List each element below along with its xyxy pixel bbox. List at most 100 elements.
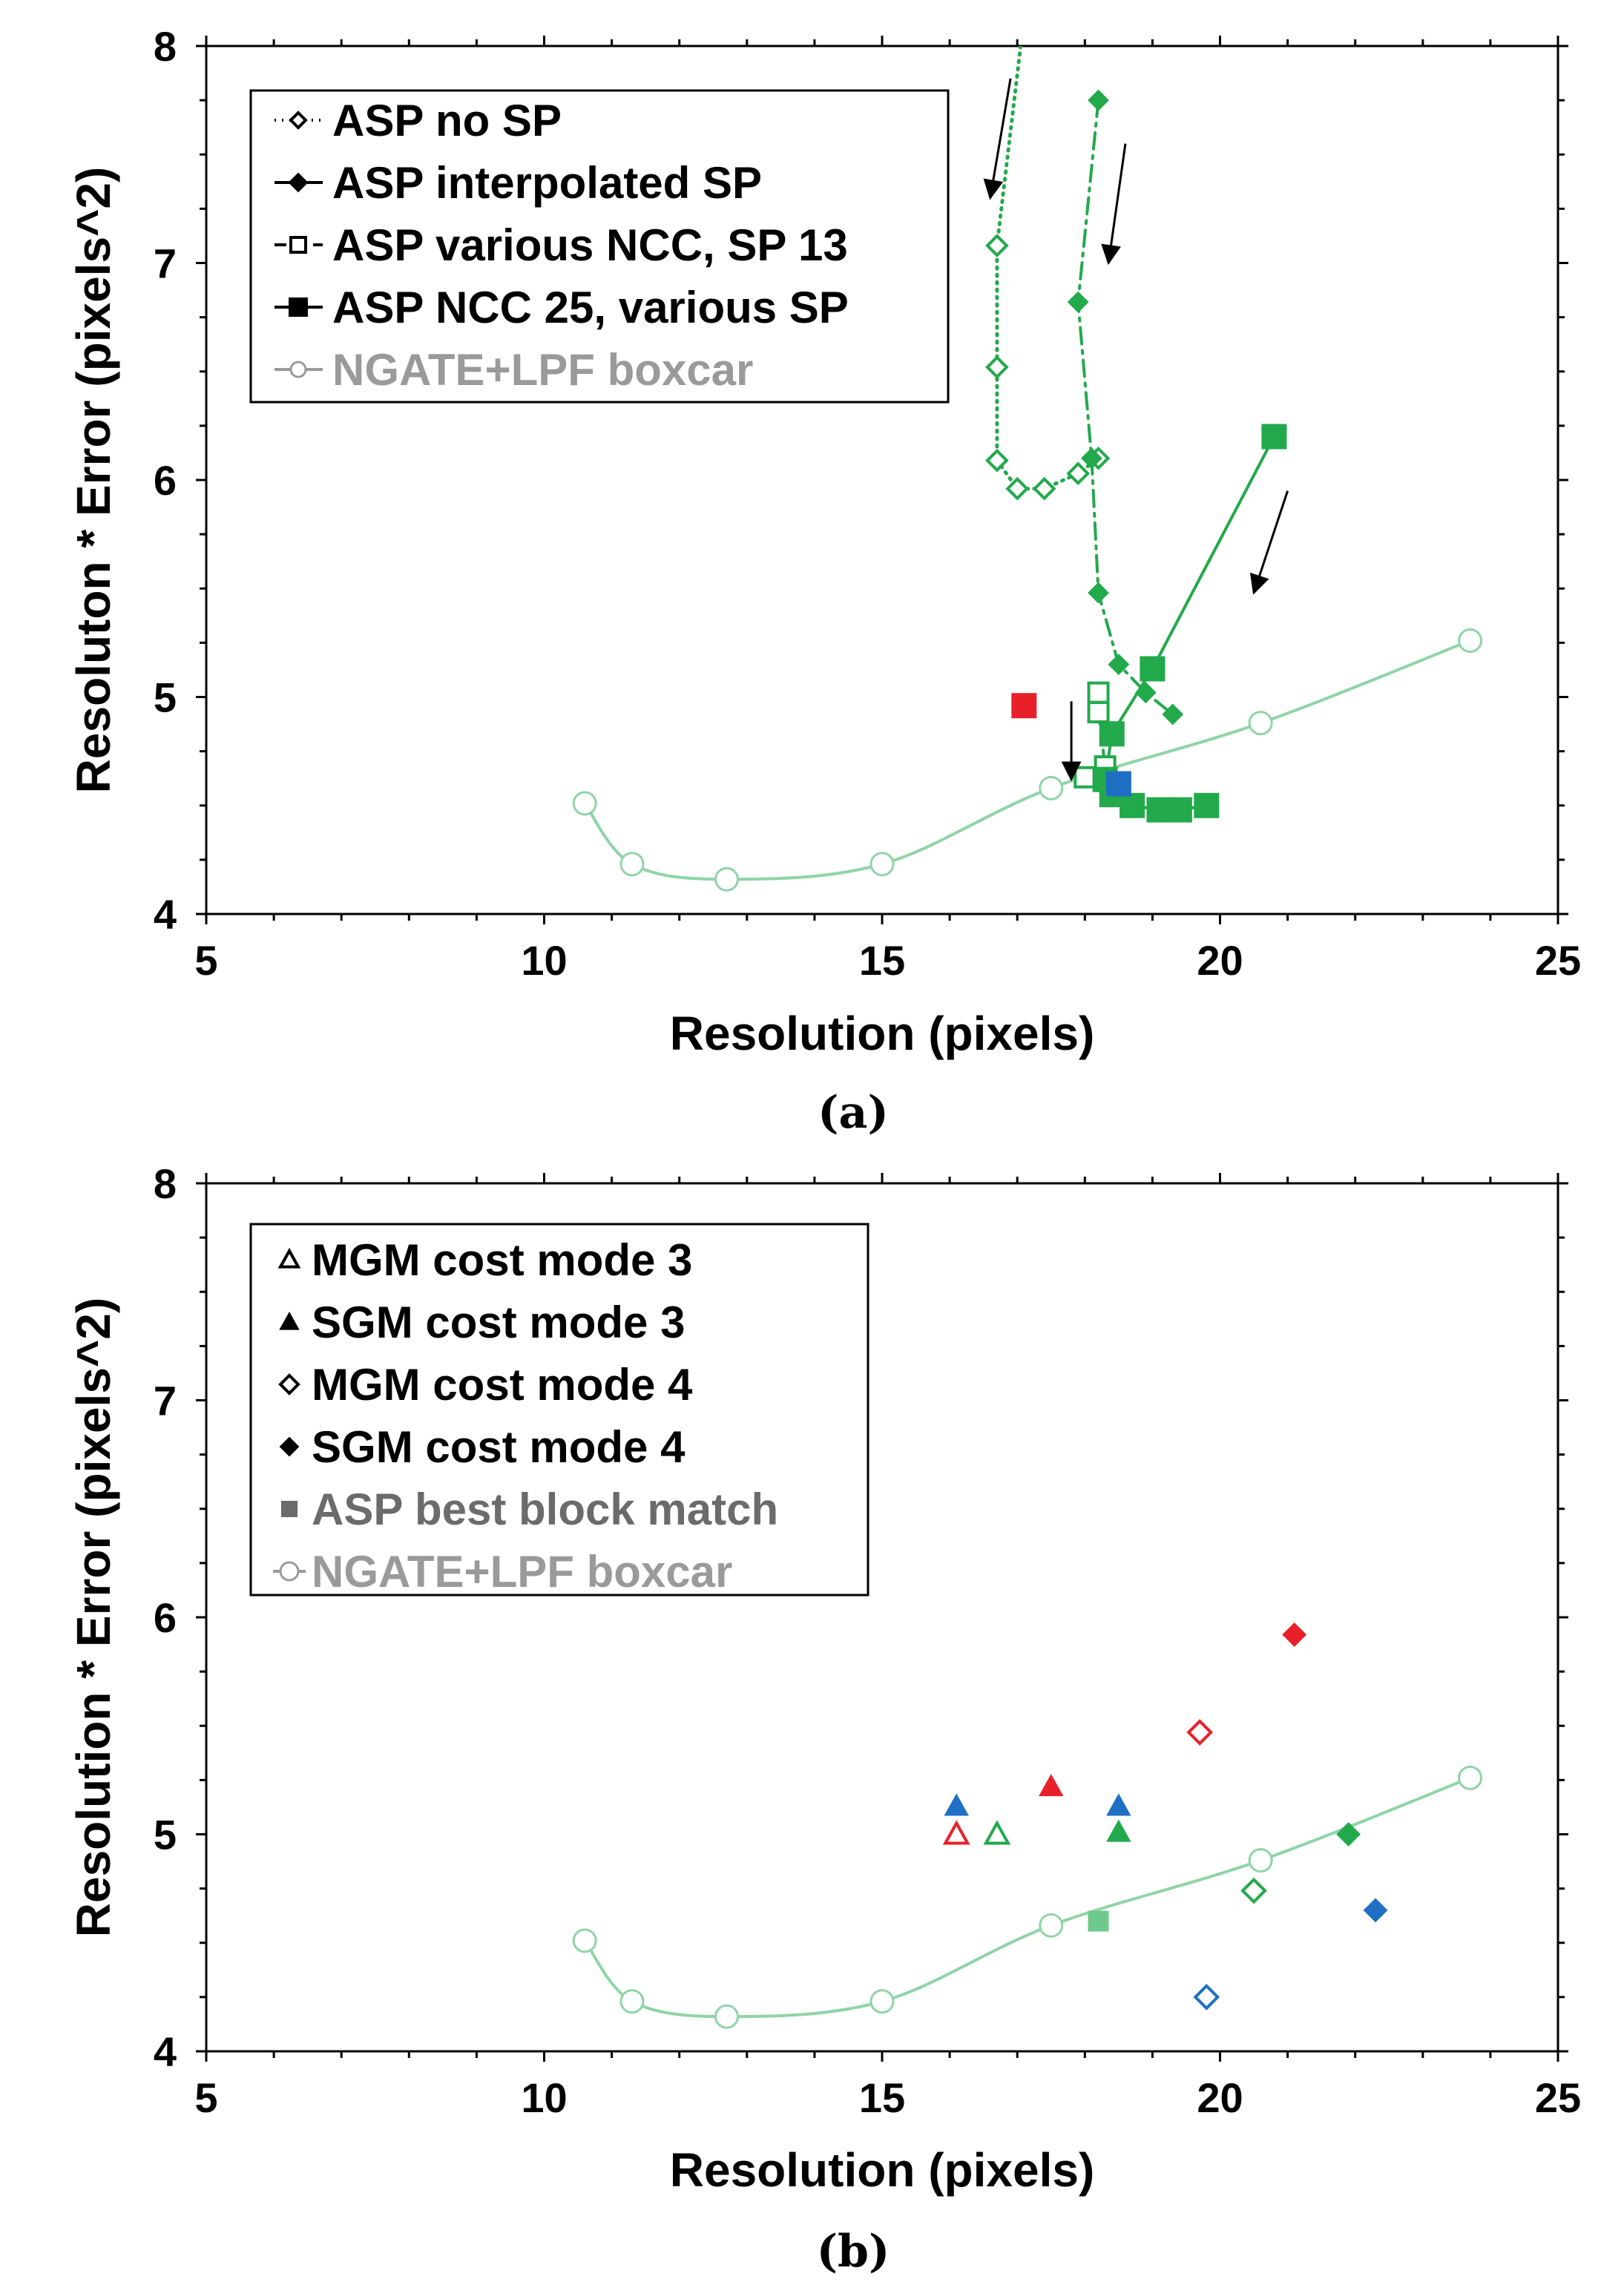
data-point bbox=[985, 355, 1009, 379]
data-point bbox=[1011, 693, 1037, 719]
data-point bbox=[1140, 656, 1166, 682]
legend-label: ASP interpolated SP bbox=[332, 158, 762, 208]
y-tick-label: 4 bbox=[154, 2028, 177, 2075]
legend-marker bbox=[289, 361, 307, 378]
data-point bbox=[1240, 1877, 1267, 1904]
data-point bbox=[1120, 792, 1145, 818]
data-point bbox=[1134, 682, 1157, 704]
legend-label: MGM cost mode 3 bbox=[312, 1235, 692, 1285]
data-point bbox=[985, 448, 1009, 473]
y-tick-label: 6 bbox=[154, 457, 177, 504]
ngate-point bbox=[1248, 711, 1273, 736]
y-tick-label: 5 bbox=[154, 1812, 177, 1858]
data-point bbox=[1106, 1793, 1131, 1816]
data-point bbox=[1087, 700, 1110, 723]
data-point bbox=[1088, 582, 1109, 604]
ngate-curve bbox=[583, 1776, 1471, 2019]
x-tick-label: 10 bbox=[521, 2074, 567, 2121]
x-tick-label: 15 bbox=[859, 2074, 905, 2121]
ngate-point bbox=[1039, 775, 1064, 800]
chart-b-y-axis-label: Resolution * Error (pixels^2) bbox=[67, 1298, 120, 1937]
y-tick-label: 6 bbox=[154, 1594, 177, 1641]
data-point bbox=[1261, 424, 1287, 450]
x-tick-label: 25 bbox=[1535, 2074, 1581, 2121]
data-point bbox=[1186, 1719, 1213, 1746]
legend-label: SGM cost mode 4 bbox=[312, 1422, 686, 1472]
data-point bbox=[1088, 1910, 1109, 1932]
data-point bbox=[1108, 654, 1130, 676]
data-point bbox=[1193, 1984, 1220, 2011]
data-point bbox=[1088, 89, 1109, 111]
data-point bbox=[1039, 1774, 1064, 1797]
data-point bbox=[1105, 771, 1131, 797]
legend-marker bbox=[278, 1373, 300, 1395]
data-point bbox=[1336, 1822, 1361, 1847]
legend-label: ASP best block match bbox=[312, 1485, 778, 1534]
chart-a-x-axis-label: Resolution (pixels) bbox=[670, 1007, 1095, 1060]
series-line bbox=[995, 46, 1101, 491]
legend-marker bbox=[281, 1501, 297, 1517]
legend-marker bbox=[288, 172, 309, 193]
data-point bbox=[1194, 792, 1220, 818]
data-point bbox=[1363, 1898, 1388, 1923]
legend-label: NGATE+LPF boxcar bbox=[332, 345, 753, 395]
x-tick-label: 5 bbox=[194, 937, 217, 984]
legend-marker bbox=[289, 236, 307, 254]
ngate-point bbox=[619, 1989, 645, 2014]
ngate-point bbox=[714, 867, 739, 892]
data-point bbox=[985, 234, 1009, 257]
data-point bbox=[942, 1820, 970, 1845]
y-tick-label: 4 bbox=[154, 891, 177, 938]
ngate-point bbox=[1458, 628, 1483, 653]
legend-marker bbox=[289, 111, 308, 130]
legend-label: ASP NCC 25, various SP bbox=[332, 283, 849, 332]
data-point bbox=[1087, 681, 1110, 704]
data-point bbox=[1106, 1819, 1131, 1842]
legend-label: ASP no SP bbox=[332, 96, 562, 145]
data-point bbox=[1066, 461, 1091, 486]
legend-marker bbox=[279, 1311, 300, 1330]
x-tick-label: 25 bbox=[1535, 937, 1581, 984]
data-point bbox=[1005, 476, 1030, 501]
y-tick-label: 5 bbox=[154, 674, 177, 721]
ngate-point bbox=[1248, 1848, 1273, 1873]
data-point bbox=[1282, 1622, 1307, 1647]
ngate-point bbox=[714, 2004, 739, 2029]
data-point bbox=[944, 1793, 969, 1816]
chart-b-legend: MGM cost mode 3 SGM cost mode 3 MGM cost m… bbox=[249, 1223, 869, 1597]
chart-a-caption: (a) bbox=[818, 1087, 889, 1139]
legend-marker bbox=[277, 1247, 301, 1269]
y-tick-label: 8 bbox=[154, 1160, 177, 1207]
chart-a-y-axis-label: Resoluton * Error (pixels^2) bbox=[67, 167, 120, 794]
data-point bbox=[1067, 291, 1089, 313]
data-point bbox=[1032, 476, 1056, 501]
legend-marker bbox=[279, 1436, 300, 1457]
ngate-point bbox=[869, 852, 895, 877]
y-tick-label: 7 bbox=[154, 240, 177, 287]
x-tick-label: 5 bbox=[194, 2074, 217, 2121]
ngate-point bbox=[572, 1928, 597, 1953]
x-tick-label: 20 bbox=[1197, 937, 1243, 984]
data-point bbox=[1074, 766, 1097, 789]
legend-label: ASP various NCC, SP 13 bbox=[332, 220, 848, 270]
ngate-point bbox=[869, 1989, 895, 2014]
data-point bbox=[1162, 703, 1184, 726]
x-tick-label: 15 bbox=[859, 937, 905, 984]
legend-label: MGM cost mode 4 bbox=[312, 1360, 693, 1410]
trend-arrow bbox=[1249, 490, 1289, 595]
data-point bbox=[983, 1820, 1011, 1845]
legend-marker bbox=[289, 297, 308, 317]
trend-arrow bbox=[983, 78, 1012, 200]
x-tick-label: 10 bbox=[521, 937, 567, 984]
ngate-point bbox=[1039, 1913, 1064, 1938]
data-point bbox=[1080, 447, 1102, 470]
ngate-point bbox=[1458, 1765, 1483, 1790]
legend-marker bbox=[279, 1561, 300, 1582]
chart-b-caption: (b) bbox=[817, 2226, 890, 2278]
legend-label: SGM cost mode 3 bbox=[312, 1298, 685, 1347]
data-point bbox=[1099, 721, 1125, 747]
y-tick-label: 8 bbox=[154, 23, 177, 70]
